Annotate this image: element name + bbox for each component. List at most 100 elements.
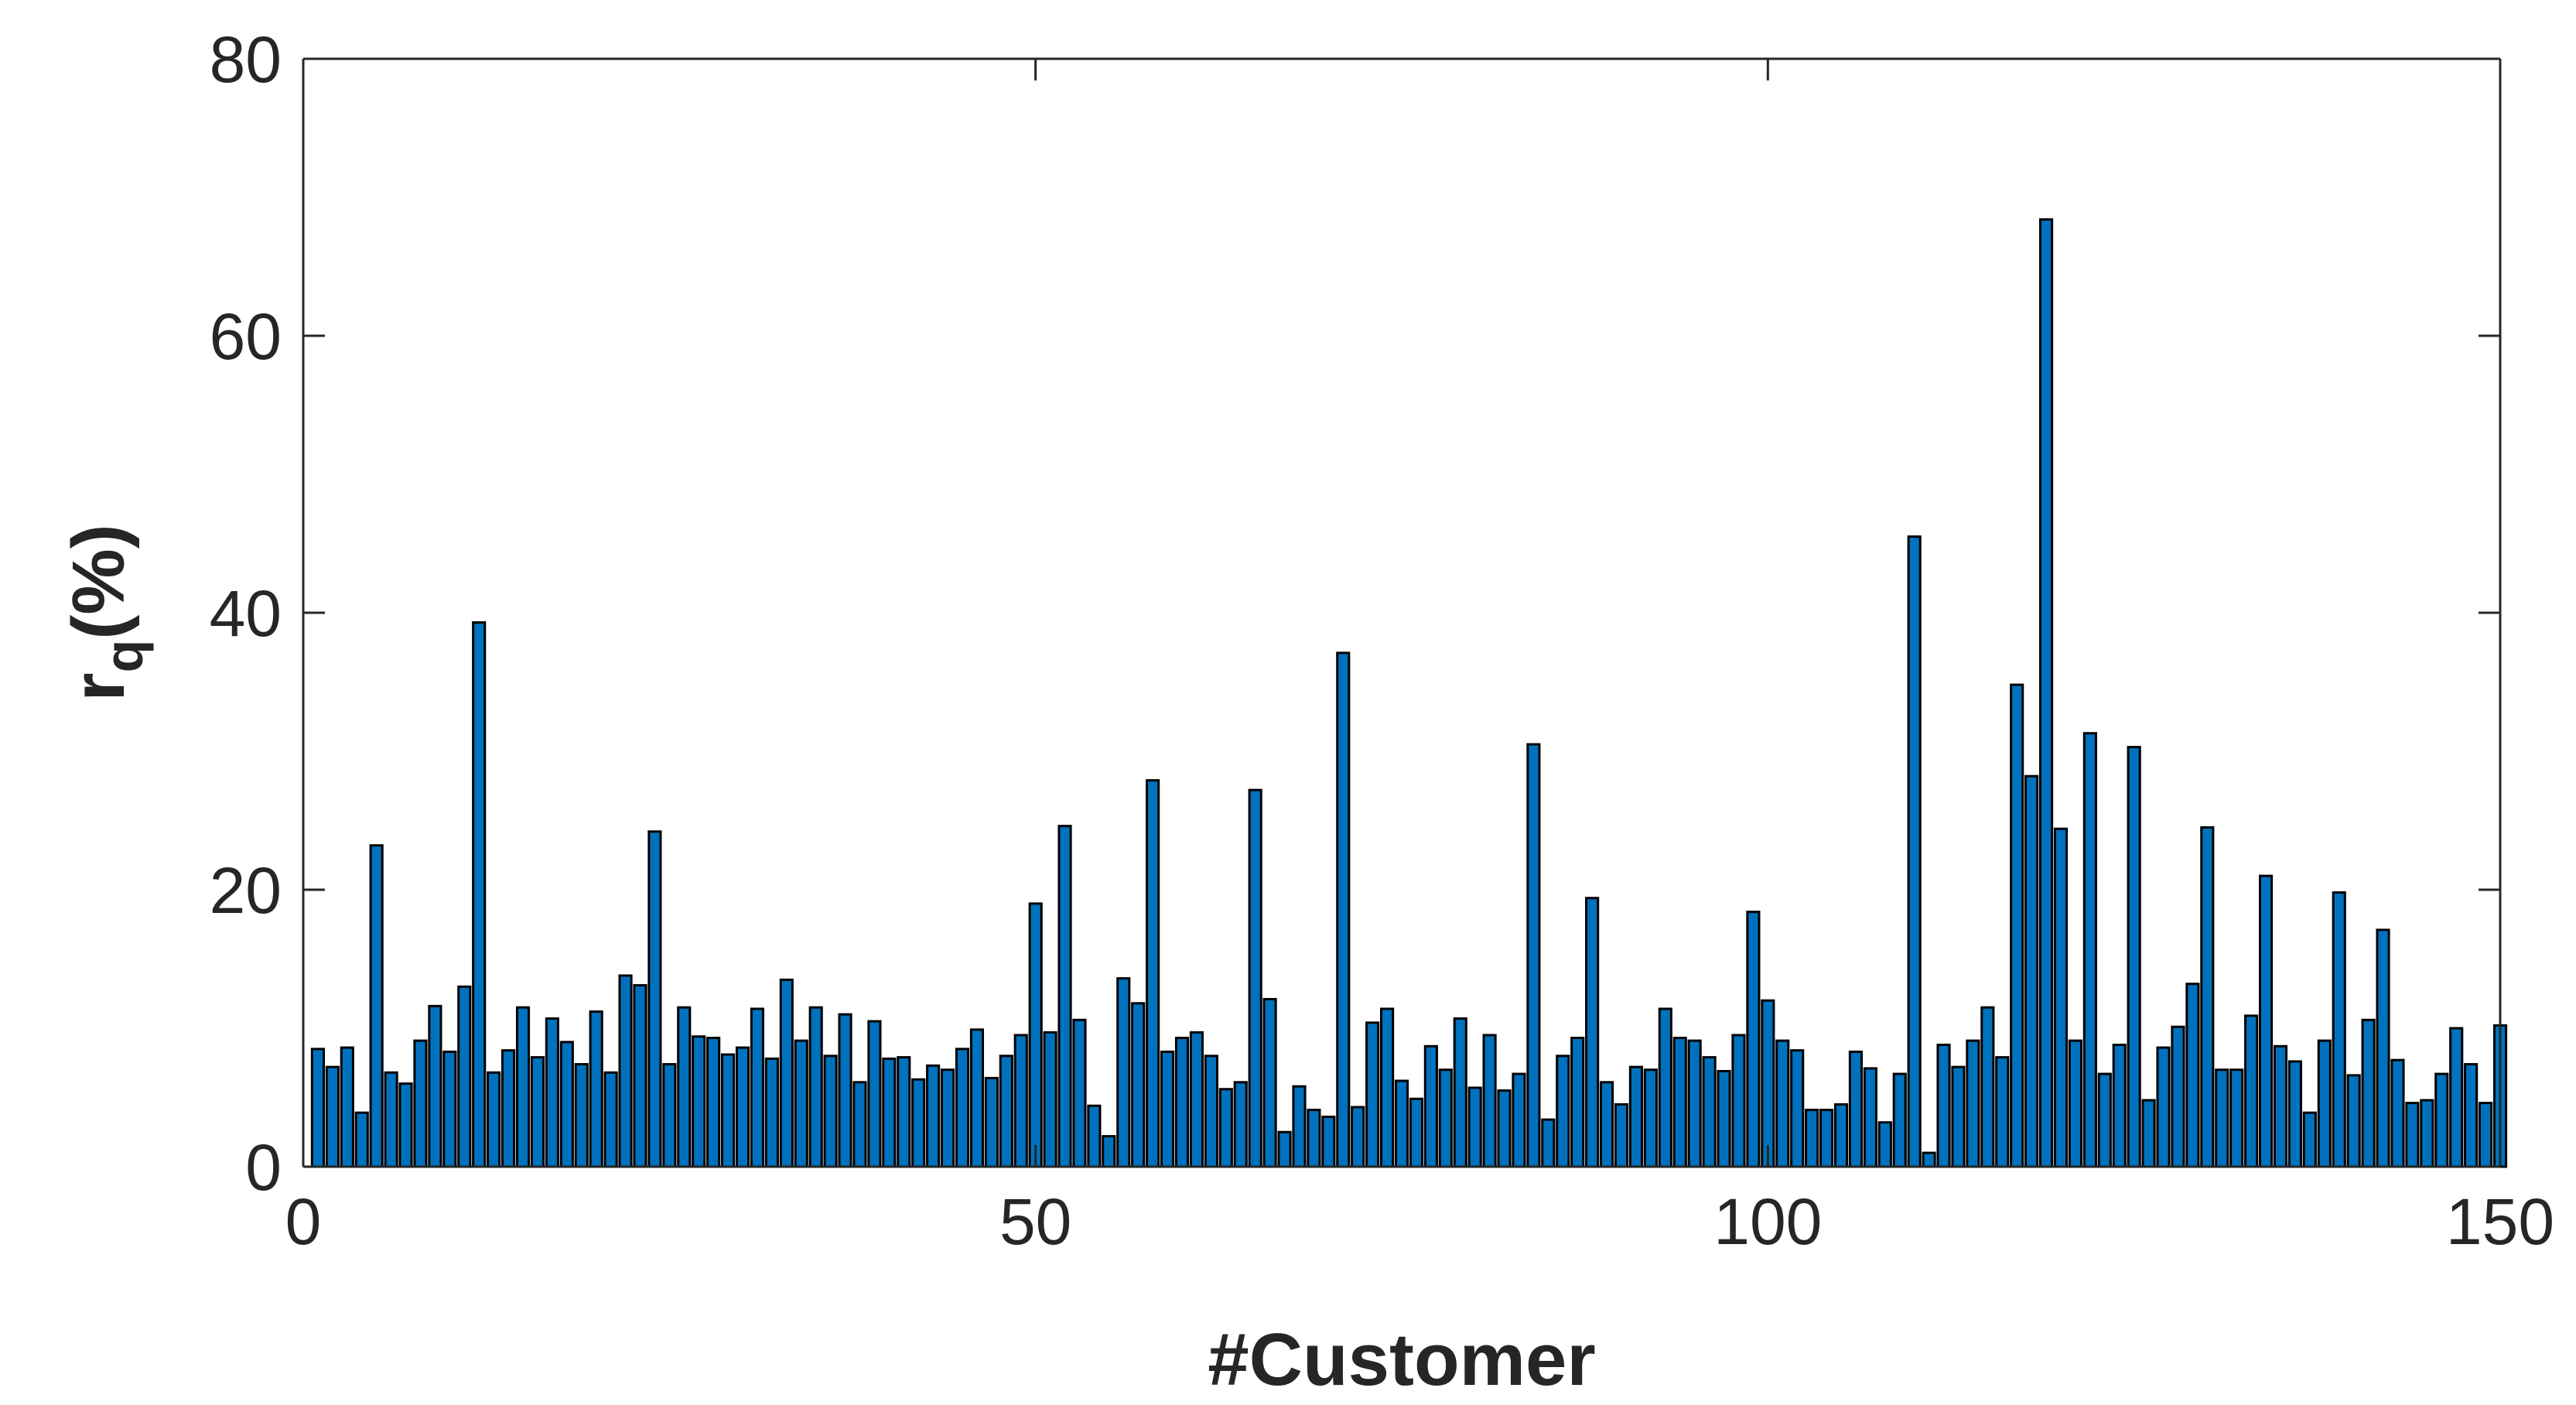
- bar-customer-4: [354, 1111, 369, 1168]
- bar-customer-3: [340, 1046, 354, 1168]
- bar-customer-71: [1336, 651, 1351, 1168]
- bar-customer-70: [1321, 1116, 1336, 1168]
- bar-customer-128: [2171, 1025, 2185, 1168]
- bar-customer-89: [1599, 1081, 1614, 1168]
- bar-customer-113: [1951, 1065, 1966, 1168]
- bar-customer-59: [1160, 1050, 1175, 1168]
- bar-customer-38: [852, 1081, 867, 1168]
- bar-customer-123: [2097, 1072, 2112, 1168]
- bar-customer-116: [1995, 1056, 2010, 1168]
- bar-customer-48: [999, 1055, 1013, 1168]
- bar-customer-81: [1482, 1034, 1497, 1168]
- bar-customer-52: [1057, 825, 1072, 1168]
- bar-customer-69: [1307, 1109, 1321, 1168]
- bar-customer-131: [2215, 1068, 2229, 1168]
- bar-customer-88: [1585, 897, 1600, 1168]
- bar-customer-119: [2038, 218, 2054, 1168]
- bar-customer-148: [2464, 1063, 2479, 1168]
- bar-customer-40: [882, 1057, 897, 1168]
- bar-customer-91: [1628, 1065, 1644, 1168]
- bar-customer-54: [1087, 1104, 1102, 1168]
- bar-customer-34: [794, 1039, 808, 1168]
- bar-customer-12: [472, 621, 487, 1168]
- bar-customer-85: [1541, 1118, 1556, 1168]
- bar-customer-33: [779, 978, 794, 1168]
- bar-customer-14: [501, 1049, 516, 1168]
- bar-customer-141: [2361, 1018, 2376, 1168]
- bar-customer-30: [735, 1046, 750, 1168]
- bar-customer-63: [1218, 1088, 1233, 1168]
- x-tick-label-100: 100: [1713, 1185, 1822, 1258]
- bar-customer-101: [1775, 1039, 1790, 1168]
- bar-customer-1: [310, 1048, 326, 1168]
- bar-customer-51: [1043, 1031, 1057, 1168]
- bar-customer-7: [398, 1082, 413, 1168]
- bar-customer-20: [589, 1010, 603, 1168]
- y-axis-title: rq(%): [57, 524, 154, 701]
- bar-customer-83: [1512, 1072, 1526, 1168]
- bar-customer-112: [1936, 1043, 1951, 1168]
- bar-customer-55: [1102, 1135, 1116, 1168]
- bar-customer-134: [2258, 874, 2274, 1168]
- x-tick-label-50: 50: [999, 1185, 1071, 1258]
- bar-customer-46: [969, 1028, 985, 1168]
- y-tick-label-0: 0: [245, 1131, 282, 1204]
- bar-customer-93: [1658, 1007, 1672, 1168]
- bar-customer-125: [2127, 746, 2141, 1168]
- bar-customer-90: [1614, 1102, 1629, 1168]
- bar-customer-75: [1394, 1079, 1409, 1168]
- bar-customer-92: [1643, 1068, 1658, 1168]
- bar-customer-105: [1833, 1102, 1849, 1168]
- bar-customer-49: [1013, 1034, 1028, 1168]
- bar-customer-23: [633, 984, 647, 1168]
- bar-customer-37: [838, 1013, 852, 1168]
- bar-customer-135: [2273, 1044, 2288, 1168]
- bar-customer-109: [1892, 1072, 1907, 1168]
- bar-customer-76: [1409, 1097, 1424, 1168]
- bar-customer-13: [487, 1071, 501, 1168]
- tick-labels-group: 0 50 100 150 0 20 40 60 80: [210, 23, 2555, 1258]
- bar-customer-18: [559, 1041, 574, 1168]
- y-tick-label-60: 60: [210, 300, 282, 373]
- bar-customer-9: [428, 1004, 442, 1168]
- bar-customer-115: [1980, 1006, 1995, 1168]
- bar-customer-126: [2141, 1099, 2156, 1168]
- bar-customer-117: [2010, 683, 2024, 1168]
- bar-customer-16: [530, 1056, 545, 1168]
- bar-customer-53: [1072, 1018, 1087, 1168]
- bar-customer-21: [603, 1071, 618, 1168]
- y-tick-label-40: 40: [210, 577, 282, 650]
- y-tick-label-80: 80: [210, 23, 282, 96]
- bar-customer-106: [1848, 1050, 1864, 1168]
- bar-customer-45: [955, 1048, 970, 1168]
- bar-customer-133: [2244, 1014, 2259, 1168]
- bar-customer-136: [2287, 1060, 2303, 1168]
- bar-customer-97: [1717, 1069, 1731, 1168]
- bar-customer-29: [720, 1053, 736, 1168]
- bar-customer-25: [662, 1063, 677, 1168]
- bar-customer-24: [647, 830, 662, 1168]
- bar-customer-132: [2229, 1068, 2244, 1168]
- bar-customer-22: [618, 974, 633, 1168]
- bar-customer-87: [1570, 1037, 1585, 1168]
- bar-customer-19: [574, 1063, 589, 1168]
- bar-customer-10: [442, 1050, 457, 1168]
- bar-customer-140: [2346, 1074, 2361, 1168]
- bar-customer-78: [1438, 1068, 1453, 1168]
- bar-customer-137: [2302, 1111, 2317, 1168]
- bar-customer-122: [2082, 732, 2097, 1168]
- bar-customer-121: [2068, 1039, 2083, 1168]
- bar-customer-129: [2185, 983, 2200, 1168]
- bar-customer-143: [2390, 1058, 2405, 1168]
- bar-customer-64: [1233, 1081, 1248, 1168]
- bar-customer-61: [1189, 1031, 1204, 1168]
- bar-customer-107: [1863, 1067, 1877, 1168]
- y-tick-label-20: 20: [210, 854, 282, 927]
- bar-customer-65: [1248, 788, 1262, 1168]
- bar-customer-56: [1116, 977, 1131, 1168]
- bar-customer-138: [2317, 1039, 2332, 1168]
- bar-customer-103: [1805, 1109, 1819, 1168]
- plot-area-background: [303, 59, 2500, 1167]
- bar-customer-17: [545, 1017, 559, 1168]
- axes-group: [302, 57, 2502, 1168]
